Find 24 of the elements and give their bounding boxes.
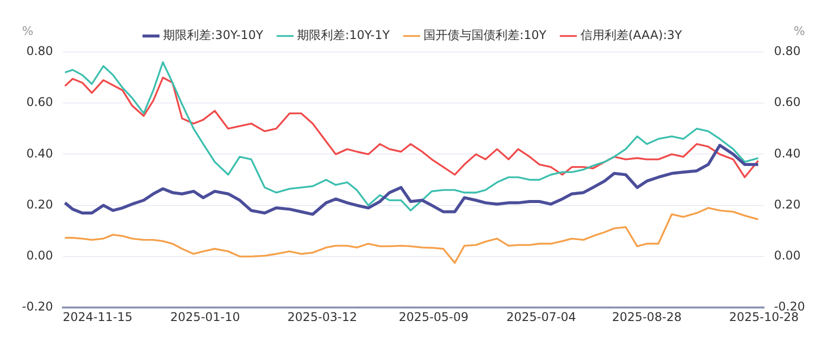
y-tick-label: 0.20 xyxy=(26,197,54,212)
legend-label: 国开债与国债利差:10Y xyxy=(424,28,547,42)
y-tick-label: -0.20 xyxy=(22,300,54,314)
legend-label: 期限利差:10Y-1Y xyxy=(297,28,390,42)
y2-axis-title: % xyxy=(794,24,805,38)
x-tick-label: 2025-01-10 xyxy=(170,310,240,324)
x-tick-label: 2025-08-28 xyxy=(612,310,682,324)
legend-label: 信用利差(AAA):3Y xyxy=(580,28,683,42)
x-tick-label: 2025-07-04 xyxy=(506,310,576,324)
y-tick-label: 0.60 xyxy=(26,95,54,110)
y2-tick-label: 0.00 xyxy=(774,248,801,263)
y2-tick-label: 0.80 xyxy=(774,44,801,58)
x-tick-label: 2025-03-12 xyxy=(287,310,358,324)
y2-tick-label: 0.60 xyxy=(774,95,801,110)
x-tick-label: 2025-05-09 xyxy=(398,310,469,324)
x-tick-label: 2024-11-15 xyxy=(62,310,132,324)
y-tick-label: 0.40 xyxy=(26,146,54,160)
y2-tick-label: 0.20 xyxy=(774,197,801,212)
x-tick-label: 2025-10-28 xyxy=(729,310,799,324)
y2-tick-label: 0.40 xyxy=(774,146,801,160)
y-tick-label: 0.80 xyxy=(26,44,54,58)
y-tick-label: 0.00 xyxy=(26,248,54,263)
legend-label: 期限利差:30Y-10Y xyxy=(163,28,264,42)
y-axis-title: % xyxy=(22,24,34,38)
